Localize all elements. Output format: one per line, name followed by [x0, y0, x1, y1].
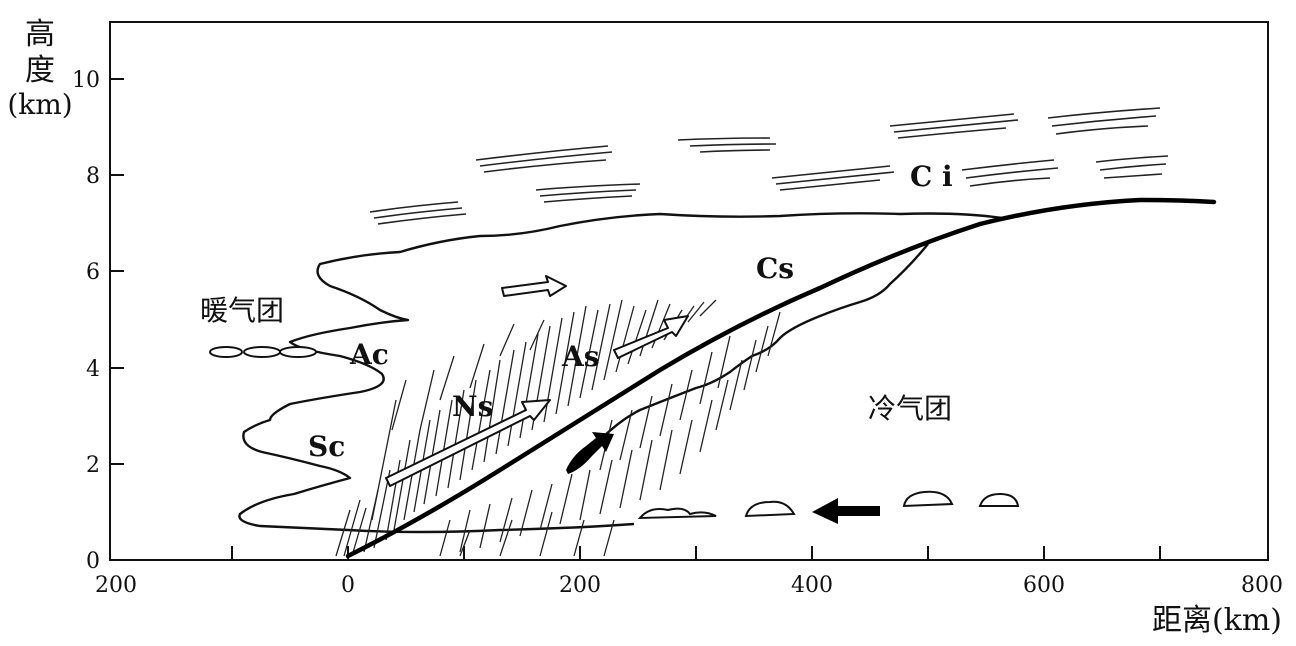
plot-frame — [109, 21, 1269, 561]
y-tick-4: 4 — [86, 357, 100, 382]
precipitation-hatching — [335, 299, 781, 557]
warm-front-cloud-outline — [238, 212, 1003, 534]
x-tick-400: 400 — [791, 573, 833, 598]
warm-front-surface — [345, 197, 1217, 559]
x-axis-tick-labels: 200 0 200 400 600 800 — [95, 573, 1283, 598]
y-axis-tick-labels: 0 2 4 6 8 10 — [72, 68, 100, 574]
label-warm-air-mass: 暖气团 — [200, 294, 284, 327]
x-axis-title: 距离(km) — [1152, 603, 1282, 638]
as-arrow — [613, 315, 689, 359]
label-as: As — [561, 340, 600, 373]
label-ci: C i — [910, 160, 953, 193]
x-tick-200-left: 200 — [95, 573, 137, 598]
upper-warm-air-arrow — [501, 275, 567, 297]
label-ns: Ns — [452, 390, 493, 423]
ns-arrow — [385, 399, 551, 487]
label-sc: Sc — [308, 430, 345, 463]
x-tick-200: 200 — [559, 573, 601, 598]
y-axis-ticks — [110, 78, 124, 561]
label-ac: Ac — [349, 338, 389, 371]
label-cold-air-mass: 冷气团 — [868, 392, 952, 425]
y-tick-10: 10 — [72, 68, 100, 93]
cold-air-flow-arrow — [812, 498, 880, 524]
y-tick-8: 8 — [86, 164, 100, 189]
y-axis-title-line2: 度 — [25, 53, 55, 88]
y-tick-0: 0 — [86, 549, 100, 574]
x-axis-ticks — [231, 546, 1161, 560]
x-tick-0: 0 — [341, 573, 355, 598]
x-tick-600: 600 — [1023, 573, 1065, 598]
cirrus-streaks — [369, 107, 1169, 225]
cold-air-cumulus — [637, 490, 1020, 520]
warm-air-flow-arrows — [385, 275, 689, 487]
y-axis-title-line1: 高 — [25, 17, 55, 52]
altocumulus-cloudlets — [209, 346, 317, 358]
label-cs: Cs — [756, 252, 794, 285]
y-tick-6: 6 — [86, 260, 100, 285]
x-tick-800: 800 — [1241, 573, 1283, 598]
cold-air-rising-arrow — [566, 432, 614, 474]
y-tick-2: 2 — [86, 453, 100, 478]
y-axis-title-line3: (km) — [7, 88, 72, 121]
